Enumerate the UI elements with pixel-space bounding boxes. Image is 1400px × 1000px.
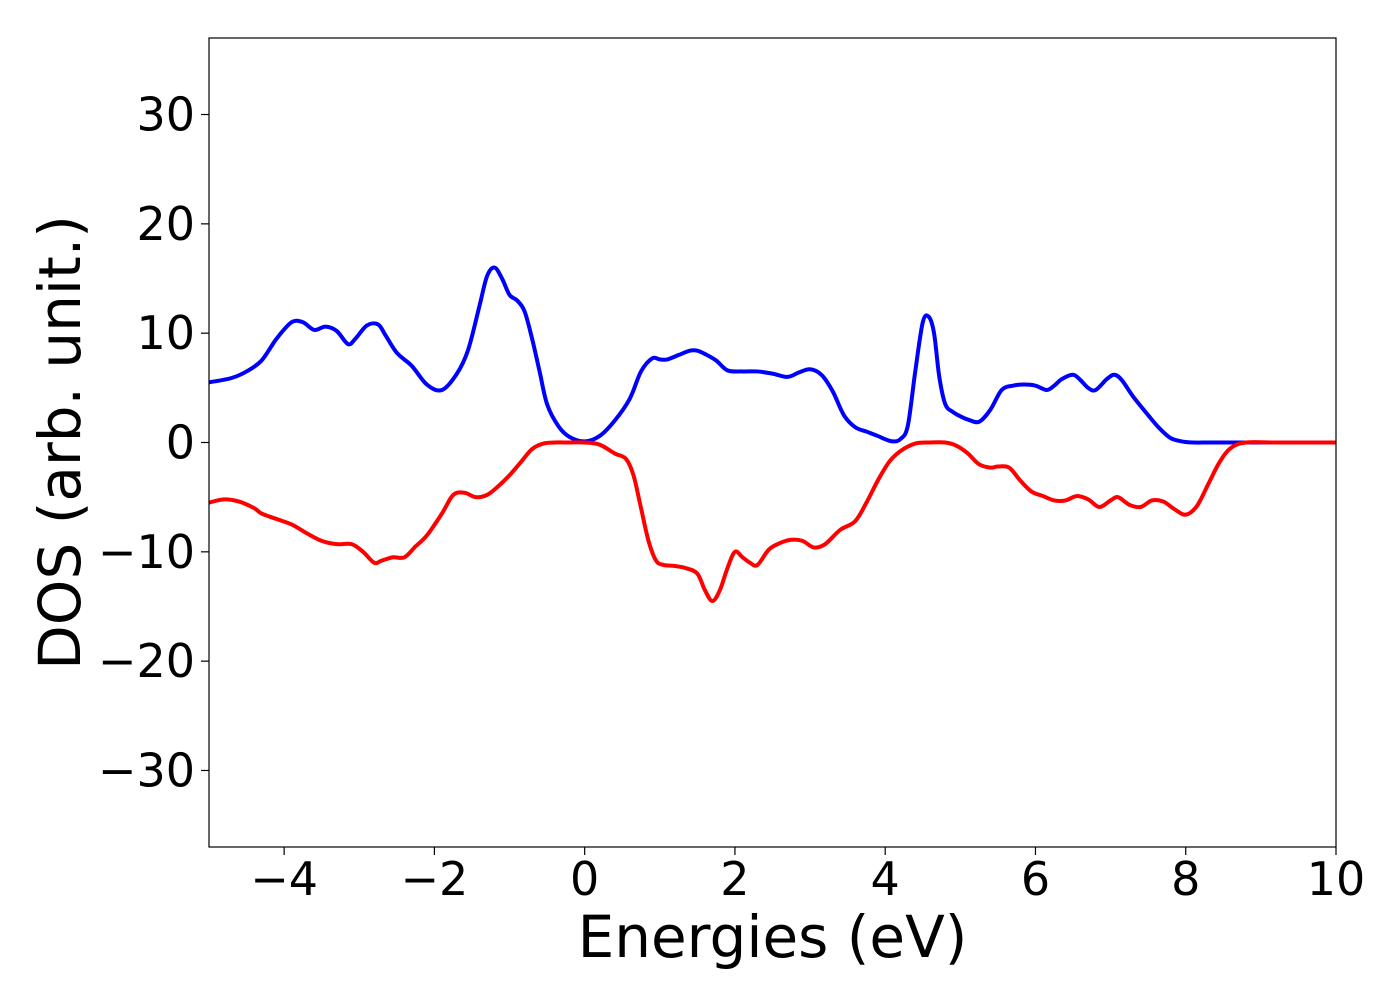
x-tick-label: 0	[570, 852, 599, 906]
x-axis-title: Energies (eV)	[578, 903, 968, 971]
y-axis-title: DOS (arb. unit.)	[26, 215, 94, 670]
x-tick-label: 4	[871, 852, 900, 906]
series-line-2	[208, 440, 1336, 604]
y-tick-label: −10	[98, 525, 195, 579]
y-tick-label: 10	[136, 306, 195, 360]
y-tick-label: 30	[136, 88, 195, 142]
x-tick-label: −2	[400, 852, 468, 906]
y-tick-label: −30	[98, 743, 195, 797]
x-tick-label: 2	[720, 852, 749, 906]
x-tick-label: 10	[1307, 852, 1366, 906]
plot-frame	[208, 37, 1337, 848]
series-layer	[208, 265, 1336, 604]
y-tick-label: −20	[98, 634, 195, 688]
y-tick-label: 20	[136, 197, 195, 251]
x-tick-label: 6	[1021, 852, 1050, 906]
x-tick-label: −4	[250, 852, 318, 906]
y-tick-label: 0	[166, 416, 195, 470]
x-tick-label: 8	[1171, 852, 1200, 906]
series-line-1	[208, 265, 1336, 445]
